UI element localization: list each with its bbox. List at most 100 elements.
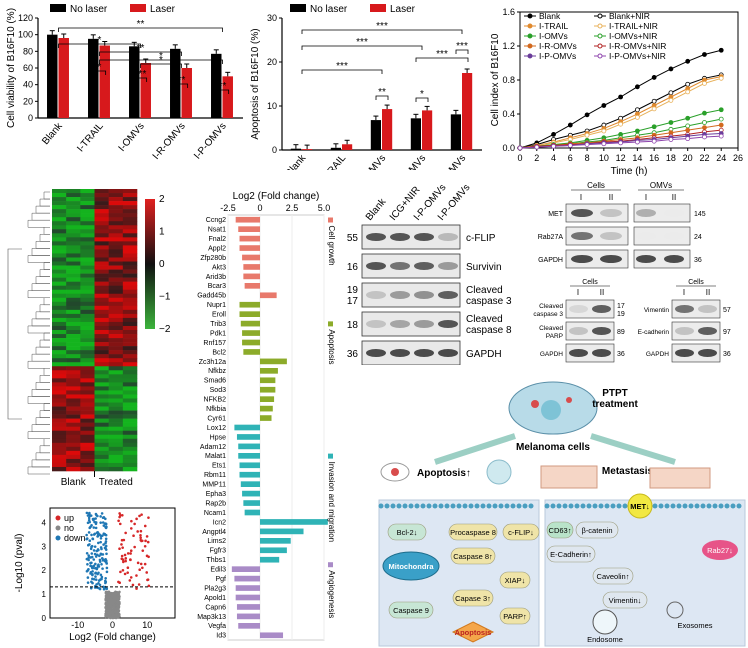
dendro-branch <box>35 382 50 390</box>
heatmap-cell <box>94 346 109 351</box>
membrane-lipid <box>504 503 510 509</box>
bar <box>260 547 287 554</box>
heatmap-cell <box>108 330 124 335</box>
sig-bracket <box>133 77 148 82</box>
data-point <box>651 124 657 130</box>
y-tick-label: 20 <box>267 57 277 67</box>
heatmap-cell <box>52 309 67 315</box>
bar <box>222 76 233 118</box>
category-label: Bcl2 <box>212 349 226 356</box>
heatmap-cell <box>94 225 109 230</box>
heatmap-cell <box>80 261 95 266</box>
data-point <box>668 120 674 125</box>
blot-band <box>438 320 458 328</box>
heatmap-cell <box>94 277 109 282</box>
y-tick-label: 2 <box>42 566 47 575</box>
heatmap-cell <box>108 462 124 468</box>
bar <box>239 245 260 251</box>
dendro-branch <box>31 424 50 432</box>
kda-label: 17 <box>347 296 359 307</box>
membrane-lipid <box>450 503 456 509</box>
data-point <box>702 110 707 116</box>
node-cflip: c-FLIP↓ <box>508 528 534 537</box>
legend-swatch <box>328 453 333 459</box>
bar <box>88 38 99 119</box>
legend-label: Blank+NIR <box>609 11 650 21</box>
node-endosome: Endosome <box>587 635 623 644</box>
sig-bracket <box>215 89 230 94</box>
sig-label: * <box>159 55 163 66</box>
x-tick-label: 2.5 <box>286 203 299 213</box>
heatmap-cell <box>94 197 109 202</box>
blot-band <box>571 209 593 217</box>
heatmap-cell <box>94 466 109 472</box>
point-up <box>124 559 127 563</box>
category-label: Edil3 <box>210 567 226 574</box>
heatmap-cell <box>122 466 138 472</box>
bar <box>244 509 260 516</box>
membrane-lipid <box>598 503 604 509</box>
sig-label: ** <box>137 43 145 54</box>
heatmap-cell <box>122 390 138 395</box>
heatmap-cell <box>122 378 138 383</box>
heatmap-cell <box>52 273 67 278</box>
heatmap-cell <box>80 317 95 323</box>
node-cd63: CD63↑ <box>549 526 572 535</box>
y-tick-label: 1.2 <box>502 41 515 51</box>
heatmap-cell <box>80 197 95 202</box>
heatmap-cell <box>66 462 81 468</box>
bar <box>243 349 260 355</box>
heatmap-cell <box>52 257 67 262</box>
data-point <box>634 84 640 90</box>
heatmap-cell <box>122 330 138 335</box>
heatmap-cell <box>52 466 67 472</box>
point-down <box>100 577 103 581</box>
heatmap-cell <box>66 398 81 403</box>
membrane-lipid <box>402 503 408 509</box>
point-no <box>104 605 108 609</box>
node-caspase9-shape <box>388 601 434 619</box>
heatmap-cell <box>94 462 109 468</box>
point-down <box>87 531 91 534</box>
x-tick-label: 0 <box>517 153 522 163</box>
membrane-lipid <box>556 503 562 509</box>
heatmap-cell <box>52 450 67 456</box>
heatmap-cell <box>80 297 95 303</box>
point-up <box>143 562 147 566</box>
point-down <box>104 581 107 585</box>
point-up <box>123 553 127 557</box>
dendro-branch <box>31 283 50 291</box>
point-up <box>138 514 141 518</box>
x-axis-label: Log2 (Fold change) <box>69 632 156 643</box>
point-no <box>111 593 114 597</box>
heatmap-cell <box>52 297 67 303</box>
node-caspase9: Caspase 9 <box>393 606 429 615</box>
point-down <box>89 570 93 574</box>
heatmap-cell <box>108 213 124 218</box>
heatmap-cell <box>66 253 81 258</box>
point-up <box>145 554 149 558</box>
point-down <box>90 533 93 537</box>
category-label: Pdk1 <box>210 330 226 337</box>
heatmap-cell <box>108 414 124 419</box>
heatmap-cell <box>66 225 81 230</box>
point-down <box>105 552 108 556</box>
heatmap-cell <box>94 317 109 323</box>
heatmap-cell <box>122 366 138 371</box>
group-label: Treated <box>99 477 133 488</box>
heatmap-cell <box>66 273 81 278</box>
category-label: Capn6 <box>205 604 226 611</box>
blot-strip <box>565 299 615 319</box>
heatmap-cell <box>80 342 95 347</box>
point-no <box>109 610 112 613</box>
bar <box>239 471 260 478</box>
membrane-lipid <box>688 503 694 509</box>
x-tick-label: 26 <box>733 153 743 163</box>
heatmap-cell <box>66 289 81 295</box>
data-point <box>702 120 707 125</box>
heatmap-cell <box>108 257 124 262</box>
data-point <box>618 140 624 146</box>
bar <box>260 556 280 563</box>
heatmap-cell <box>52 289 67 295</box>
legend-marker <box>55 515 61 521</box>
